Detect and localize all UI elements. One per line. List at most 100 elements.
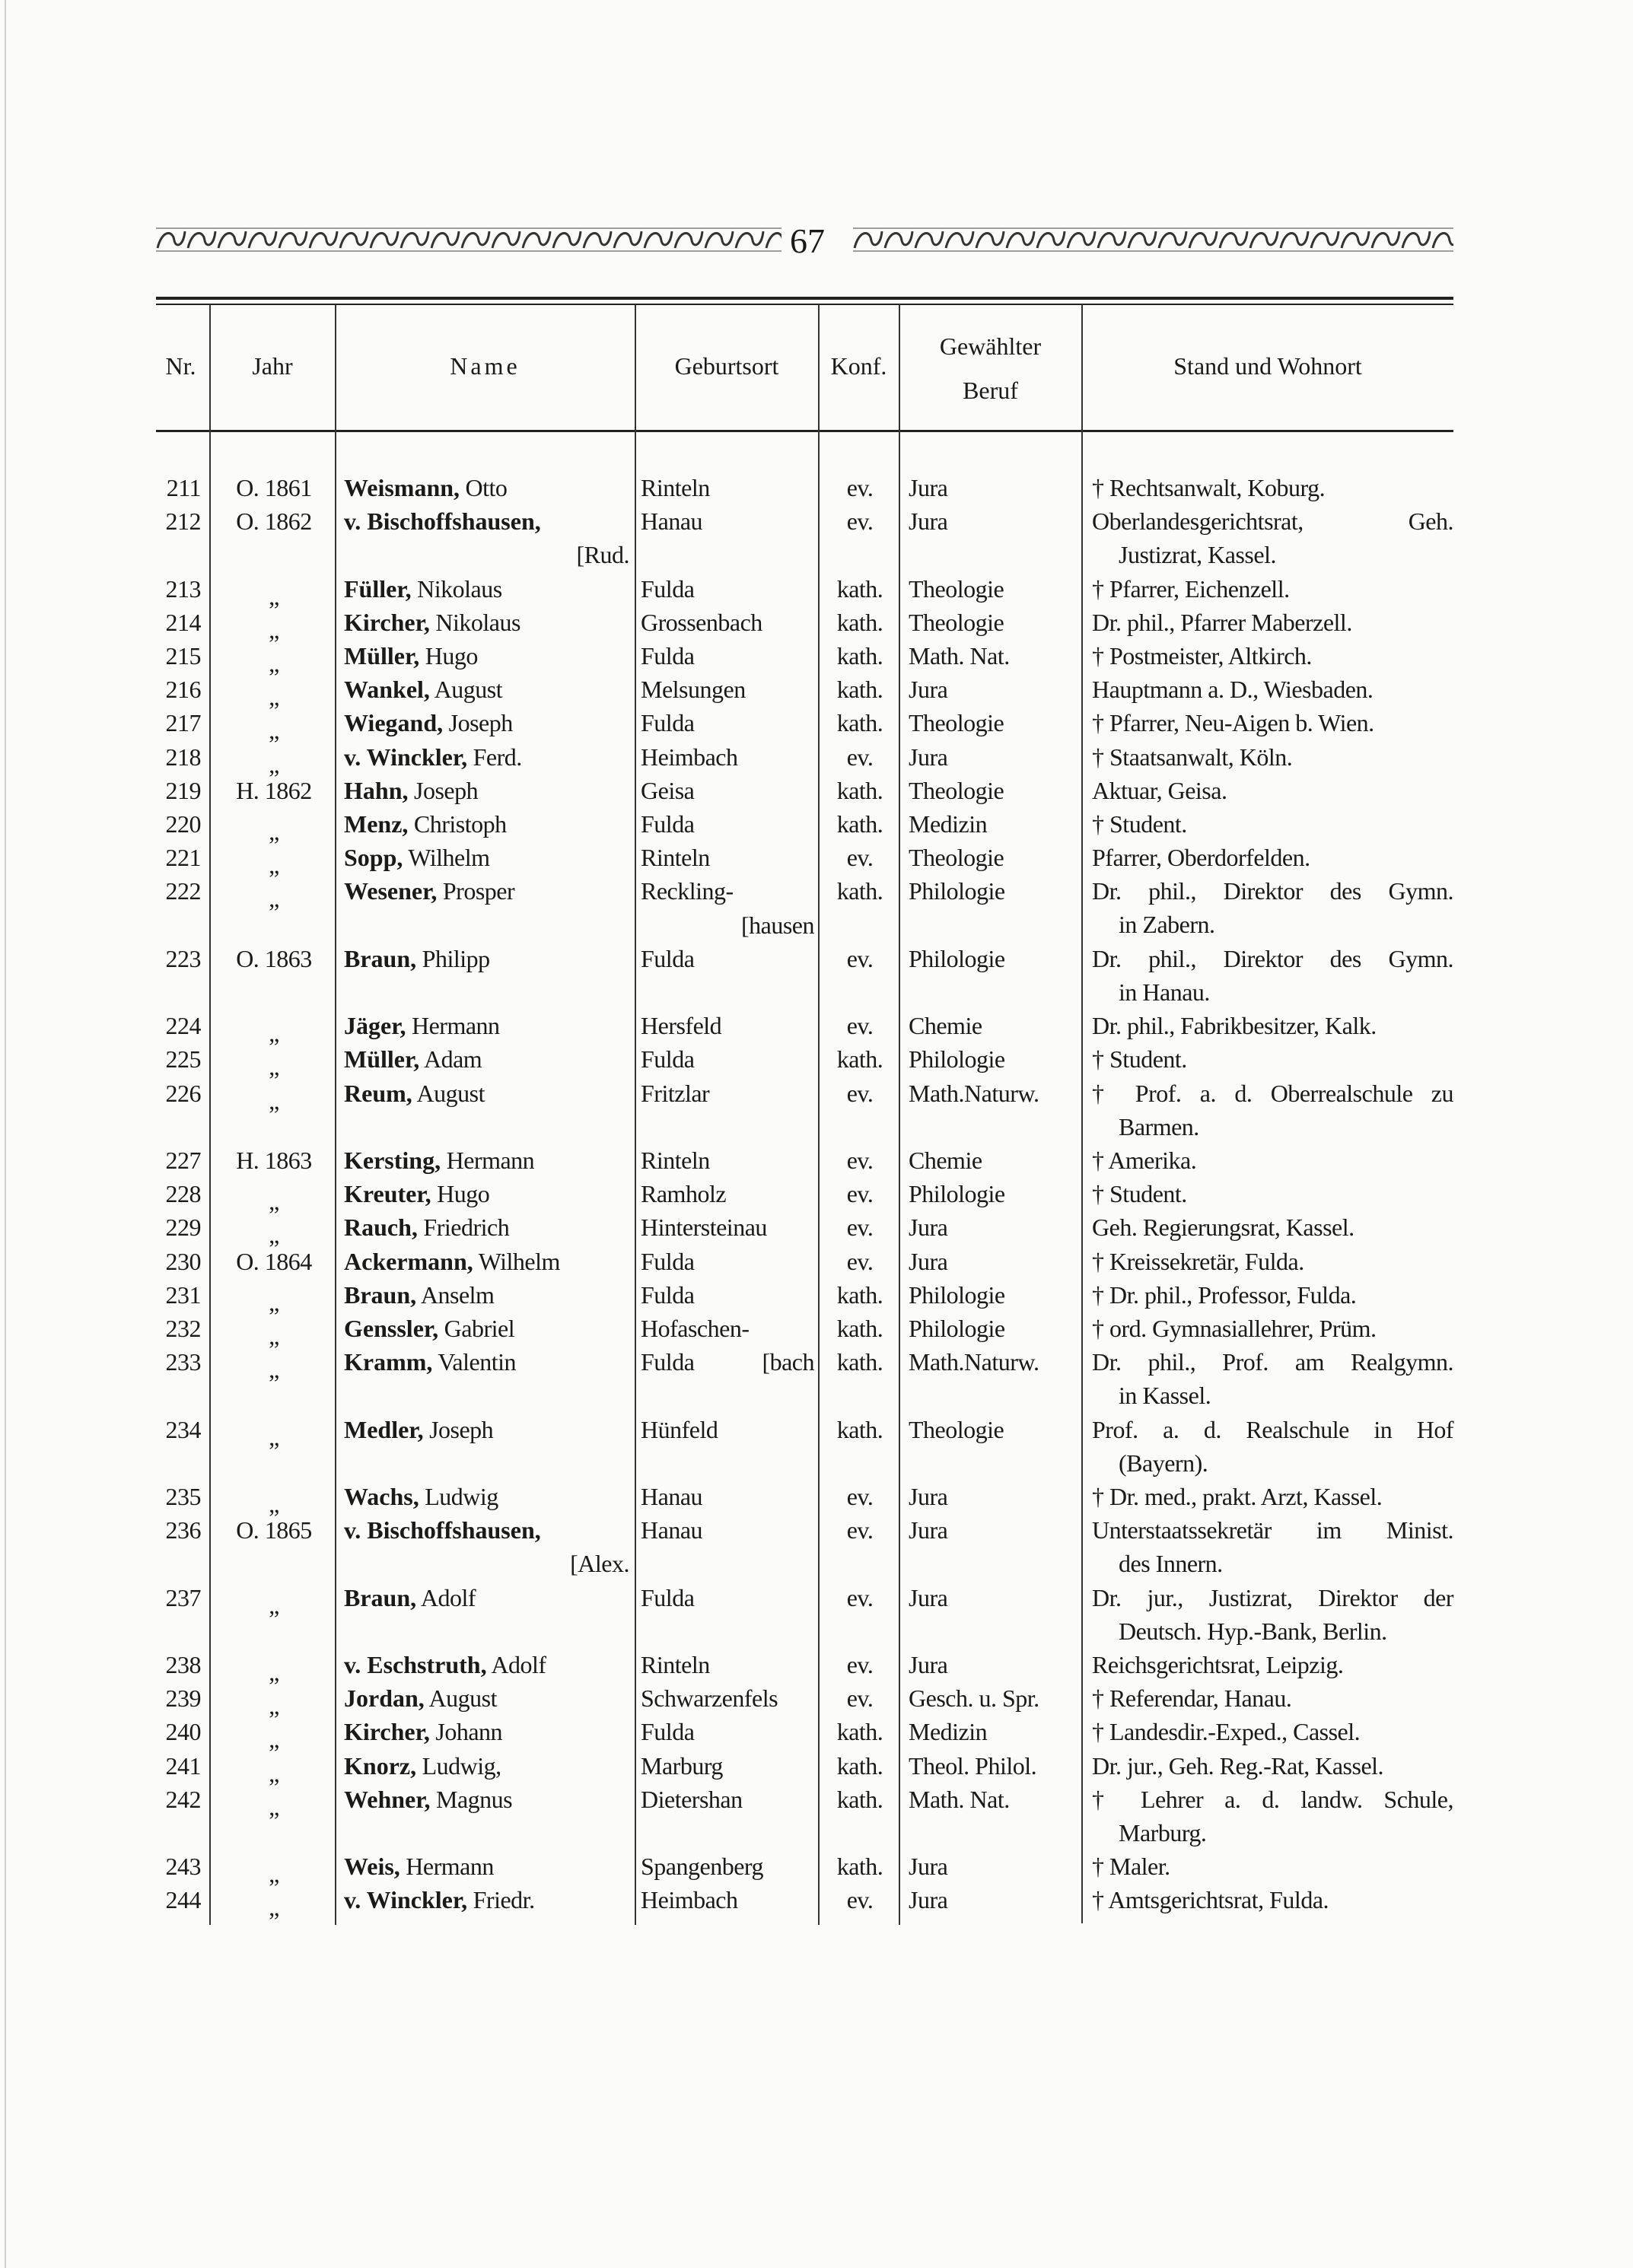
row-status-residence: † Kreissekretär, Fulda.	[1092, 1245, 1453, 1278]
row-status-residence: Dr. phil., Pfarrer Maberzell.	[1092, 606, 1453, 639]
row-year: „	[269, 1860, 279, 1888]
row-status-residence: Dr. phil., Fabrikbesitzer, Kalk.	[1092, 1009, 1453, 1042]
table-row: 218 „ v. Winckler, Ferd. Heimbach ev. Jura † S…	[0, 740, 1633, 778]
status-line: Deutsch. Hyp.-Bank, Berlin.	[1119, 1617, 1387, 1645]
given-name: Nikolaus	[429, 608, 520, 636]
given-name: Adam	[419, 1045, 482, 1074]
status-line: Dr. jur., Geh. Reg.-Rat, Kassel.	[1092, 1751, 1384, 1780]
table-row: 231 „ Braun, Anselm Fulda kath. Philologie † D…	[0, 1278, 1633, 1316]
row-name: v. Bischoffshausen,	[344, 504, 541, 538]
surname: Kersting,	[344, 1147, 441, 1174]
row-year: „	[269, 1221, 279, 1249]
surname: Füller,	[344, 574, 412, 603]
row-profession: Jura	[909, 1853, 948, 1881]
ornament-band-right-icon	[853, 225, 1453, 254]
status-line: † Staatsanwalt, Köln.	[1092, 743, 1293, 771]
row-confession: ev.	[846, 1147, 874, 1174]
table-row: 217 „ Wiegand, Joseph Fulda kath. Theologie † …	[0, 706, 1633, 744]
row-profession: Theol. Philol.	[909, 1751, 1037, 1780]
status-line: in Zabern.	[1119, 911, 1215, 939]
surname: v. Bischoffshausen,	[344, 507, 541, 536]
row-name: Wachs, Ludwig	[344, 1480, 498, 1513]
given-name: Hugo	[431, 1180, 490, 1208]
row-profession: Philologie	[909, 1045, 1005, 1074]
row-year: „	[269, 818, 279, 845]
given-name: Anselm	[416, 1280, 495, 1309]
table-row: 228 „ Kreuter, Hugo Ramholz ev. Philologie † S…	[0, 1177, 1633, 1215]
given-name: Christoph	[408, 810, 507, 838]
row-confession: ev.	[846, 1012, 874, 1040]
status-line: Prof. a. d. Realschule in Hof	[1092, 1415, 1454, 1443]
surname: Sopp,	[344, 844, 403, 872]
table-row: 213 „ Füller, Nikolaus Fulda kath. Theologie †…	[0, 572, 1633, 610]
given-name: Magnus	[430, 1785, 513, 1813]
given-name: Joseph	[408, 776, 479, 804]
name-continuation: [Rud.	[576, 541, 630, 569]
row-birthplace: Fritzlar	[641, 1079, 710, 1107]
status-line: Justizrat, Kassel.	[1119, 541, 1276, 569]
status-line: Marburg.	[1119, 1818, 1207, 1847]
table-row: 237 „ Braun, Adolf Fulda ev. Jura Dr. jur., Ju…	[0, 1581, 1633, 1648]
row-name: v. Winckler, Friedr.	[344, 1883, 535, 1917]
column-divider	[818, 304, 820, 1925]
row-confession: kath.	[836, 1415, 883, 1443]
row-birthplace: Fulda	[641, 1045, 695, 1074]
given-name: Ferd.	[467, 743, 523, 771]
surname: Müller,	[344, 642, 420, 670]
row-status-residence: † Student.	[1092, 1042, 1453, 1076]
table-row: 222 „ Wesener, Prosper Reckling- [hausen kath…	[0, 874, 1633, 941]
row-name: Kircher, Johann	[344, 1715, 503, 1748]
surname: Kreuter,	[344, 1180, 431, 1208]
row-profession: Philologie	[909, 944, 1005, 972]
row-name: Kreuter, Hugo	[344, 1177, 490, 1210]
row-birthplace: Fulda	[641, 574, 695, 603]
surname: v. Winckler,	[344, 743, 468, 771]
row-number: 220	[165, 810, 202, 838]
row-confession: kath.	[836, 1751, 883, 1780]
row-number: 221	[165, 844, 202, 872]
header-top-rule-thin	[156, 304, 1453, 305]
row-confession: kath.	[836, 642, 883, 670]
row-status-residence: Pfarrer, Oberdorfelden.	[1092, 841, 1453, 874]
row-number: 239	[165, 1684, 202, 1713]
row-profession: Medizin	[909, 1718, 988, 1746]
row-profession: Jura	[909, 1583, 948, 1611]
row-year: O. 1862	[236, 507, 312, 536]
row-confession: ev.	[846, 1483, 874, 1510]
row-year: „	[269, 1019, 279, 1048]
row-confession: ev.	[846, 844, 874, 872]
row-number: 213	[165, 574, 202, 603]
row-number: 218	[165, 743, 202, 771]
surname: v. Bischoffshausen,	[344, 1516, 541, 1544]
header-konf: Konf.	[830, 352, 887, 380]
table-row: 241 „ Knorz, Ludwig, Marburg kath. Theol. Phi…	[0, 1749, 1633, 1787]
row-birthplace: Heimbach	[641, 743, 738, 771]
row-name: Braun, Adolf	[344, 1581, 476, 1614]
row-year: „	[269, 717, 279, 745]
surname: Wankel,	[344, 676, 430, 704]
table-row: 244 „ v. Winckler, Friedr. Heimbach ev. Jura †…	[0, 1883, 1633, 1921]
row-number: 222	[165, 877, 202, 905]
row-name: Braun, Philipp	[344, 942, 490, 975]
row-birthplace: Fulda	[641, 1280, 695, 1309]
row-confession: ev.	[846, 1247, 874, 1275]
row-status-residence: Aktuar, Geisa.	[1092, 774, 1453, 807]
row-profession: Gesch. u. Spr.	[909, 1684, 1039, 1713]
row-birthplace: Fulda	[641, 810, 695, 838]
status-line: † Student.	[1092, 810, 1187, 838]
row-confession: kath.	[836, 608, 883, 636]
row-status-residence: † Landesdir.-Exped., Cassel.	[1092, 1715, 1453, 1748]
row-birthplace: Reckling-	[641, 877, 734, 905]
row-confession: ev.	[846, 1516, 874, 1544]
row-profession: Philologie	[909, 1315, 1005, 1342]
surname: Weismann,	[344, 474, 460, 501]
row-year: O. 1861	[236, 474, 312, 501]
header-name: Name	[450, 352, 520, 380]
row-birthplace: Fulda	[641, 1348, 695, 1376]
row-profession: Theologie	[909, 608, 1004, 636]
surname: Kircher,	[344, 608, 430, 636]
row-profession: Chemie	[909, 1147, 982, 1174]
table-row: 232 „ Genssler, Gabriel Hofaschen-kath. Phil…	[0, 1312, 1633, 1350]
row-confession: ev.	[846, 1180, 874, 1208]
row-name: Kircher, Nikolaus	[344, 606, 520, 639]
